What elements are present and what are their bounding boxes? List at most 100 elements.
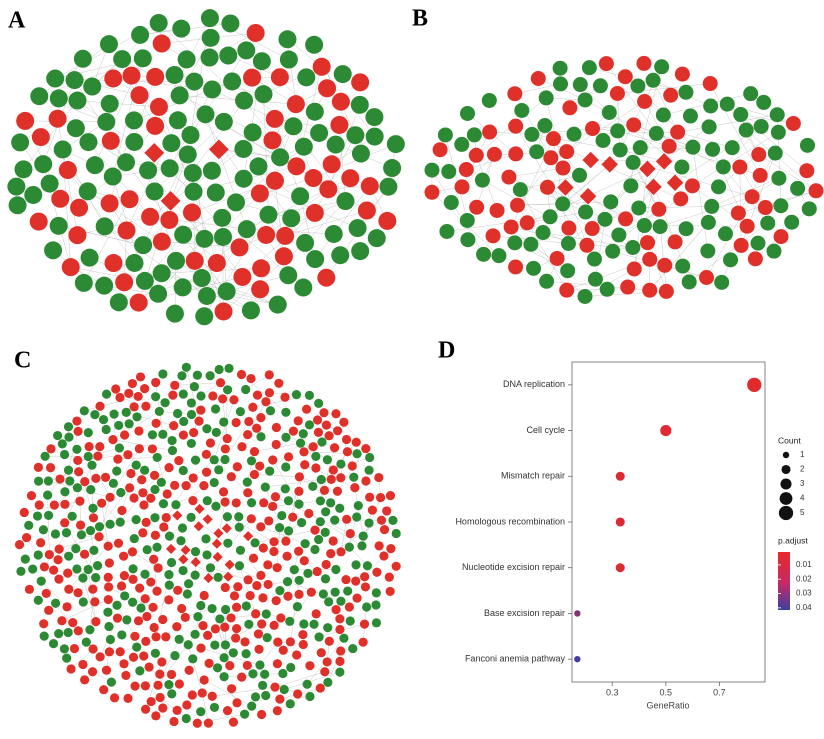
network-node (115, 517, 125, 527)
network-node (213, 227, 232, 246)
network-node (268, 501, 278, 512)
network-node (269, 620, 279, 630)
network-node (222, 433, 232, 444)
network-node (682, 108, 698, 124)
network-node (315, 496, 326, 506)
network-node (553, 76, 569, 92)
network-node (182, 589, 192, 599)
network-node (349, 472, 359, 482)
network-node (268, 455, 278, 465)
network-node (545, 131, 561, 147)
network-node (151, 418, 161, 428)
network-node (105, 634, 116, 645)
network-node (306, 250, 325, 269)
network-node (319, 485, 330, 495)
network-node (308, 442, 318, 452)
network-edge (23, 100, 78, 170)
network-edge (547, 187, 606, 220)
network-node (347, 461, 357, 471)
network-node (49, 565, 59, 575)
network-node (365, 127, 384, 146)
network-edge (87, 191, 162, 242)
network-node (201, 28, 220, 47)
network-node (293, 416, 303, 426)
network-node (73, 426, 83, 436)
network-node (468, 147, 484, 163)
network-node (210, 624, 221, 634)
network-node (344, 542, 354, 552)
network-node (559, 144, 575, 160)
network-node (140, 594, 150, 604)
network-node (207, 603, 217, 614)
network-node (339, 633, 349, 643)
network-node (261, 609, 271, 619)
network-node (100, 472, 111, 482)
network-node (136, 603, 146, 613)
network-node (640, 235, 656, 251)
network-node (167, 689, 177, 699)
network-node (743, 86, 759, 102)
network-node (507, 86, 523, 102)
network-node (188, 654, 198, 664)
network-node (321, 420, 332, 430)
network-node (101, 131, 120, 150)
network-node (129, 402, 139, 412)
network-node (150, 484, 160, 495)
network-a (7, 9, 405, 326)
network-node (86, 484, 96, 495)
network-node (246, 456, 257, 466)
network-node (103, 607, 113, 617)
network-node (183, 163, 202, 182)
network-node (243, 430, 253, 440)
network-node (160, 210, 179, 229)
network-node (246, 23, 265, 42)
network-node (71, 544, 81, 554)
network-node (299, 619, 309, 629)
network-node (508, 118, 524, 134)
network-node (361, 476, 371, 486)
network-node (335, 656, 345, 666)
network-node (36, 576, 46, 586)
network-node (752, 167, 768, 183)
network-node (79, 133, 98, 152)
network-node (724, 140, 740, 156)
network-node (186, 512, 196, 522)
network-node (618, 211, 634, 227)
network-node (365, 452, 375, 463)
network-node (747, 251, 763, 267)
network-node (181, 126, 200, 145)
network-node (181, 362, 191, 372)
network-node (217, 282, 236, 301)
network-node (146, 67, 165, 86)
network-node (125, 253, 144, 272)
network-node (116, 581, 127, 591)
network-node (68, 226, 87, 245)
network-edge (132, 551, 170, 575)
network-edge (514, 83, 561, 94)
network-node (324, 431, 334, 441)
network-node (552, 60, 568, 76)
network-node (700, 243, 716, 259)
network-node (246, 514, 256, 524)
network-node (95, 217, 114, 236)
network-node (321, 559, 331, 570)
network-node (97, 498, 107, 508)
network-node (226, 193, 245, 212)
network-node (443, 195, 459, 211)
network-node (234, 139, 253, 158)
network-node (386, 544, 396, 554)
network-node (309, 619, 319, 629)
network-node (53, 140, 72, 159)
network-node (109, 693, 120, 703)
network-node (199, 590, 209, 601)
network-node (194, 416, 204, 426)
network-node (225, 661, 235, 671)
network-node (179, 416, 189, 427)
network-node (30, 87, 49, 106)
network-node (222, 385, 233, 395)
network-edge (606, 63, 657, 134)
network-node (122, 66, 141, 85)
network-node (50, 529, 61, 539)
network-edge (109, 448, 140, 498)
network-node (140, 569, 150, 579)
